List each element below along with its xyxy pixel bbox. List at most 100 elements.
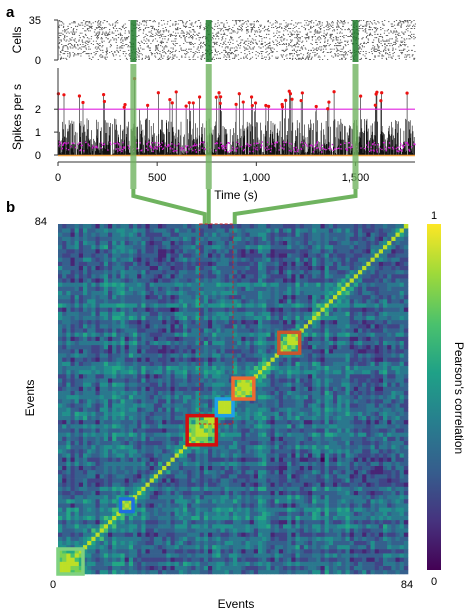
matrix-cell: [212, 357, 217, 362]
matrix-cell: [170, 536, 175, 541]
matrix-cell: [66, 278, 71, 283]
matrix-cell: [99, 278, 105, 283]
matrix-cell: [320, 449, 325, 454]
matrix-cell: [137, 315, 142, 321]
matrix-cell: [62, 265, 67, 271]
matrix-cell: [199, 540, 205, 546]
matrix-cell: [141, 357, 146, 362]
matrix-cell: [308, 515, 313, 521]
matrix-cell: [128, 403, 134, 408]
matrix-cell: [74, 544, 80, 550]
matrix-cell: [78, 528, 84, 533]
matrix-cell: [195, 449, 200, 454]
matrix-cell: [287, 565, 292, 571]
matrix-cell: [99, 261, 105, 266]
matrix-cell: [295, 549, 300, 554]
matrix-cell: [158, 440, 163, 446]
matrix-cell: [78, 519, 84, 525]
matrix-cell: [328, 507, 334, 512]
matrix-cell: [366, 511, 371, 516]
matrix-cell: [91, 319, 96, 325]
matrix-cell: [124, 353, 130, 358]
matrix-cell: [320, 419, 325, 425]
matrix-cell: [274, 453, 280, 458]
matrix-cell: [95, 474, 100, 479]
matrix-cell: [74, 486, 80, 491]
matrix-cell: [87, 482, 92, 487]
matrix-cell: [58, 311, 63, 316]
matrix-cell: [128, 344, 134, 350]
matrix-cell: [283, 524, 288, 529]
matrix-cell: [124, 499, 130, 504]
matrix-cell: [162, 257, 167, 262]
matrix-cell: [274, 419, 280, 425]
matrix-cell: [299, 461, 305, 466]
matrix-cell: [324, 499, 330, 504]
matrix-cell: [170, 265, 175, 271]
matrix-cell: [174, 386, 180, 391]
matrix-cell: [166, 532, 171, 537]
matrix-cell: [108, 544, 113, 550]
matrix-cell: [166, 228, 171, 233]
matrix-cell: [370, 444, 375, 450]
matrix-cell: [158, 449, 163, 454]
matrix-cell: [341, 503, 346, 508]
matrix-cell: [208, 544, 213, 550]
matrix-cell: [120, 353, 125, 358]
matrix-cell: [153, 332, 159, 337]
matrix-cell: [158, 265, 163, 271]
matrix-cell: [99, 499, 105, 504]
matrix-cell: [145, 486, 150, 491]
time-xtick-label: 500: [148, 172, 166, 184]
matrix-cell: [170, 365, 175, 371]
rate-peak: [168, 98, 172, 102]
matrix-cell: [99, 494, 105, 500]
matrix-cell: [316, 494, 321, 500]
matrix-cell: [195, 415, 200, 421]
matrix-cell: [233, 557, 238, 562]
matrix-cell: [87, 561, 92, 566]
matrix-cell: [153, 482, 159, 487]
matrix-cell: [83, 290, 88, 296]
matrix-cell: [87, 290, 92, 296]
matrix-cell: [345, 457, 350, 462]
matrix-cell: [183, 424, 188, 429]
matrix-cell: [128, 511, 134, 516]
matrix-cell: [391, 553, 396, 558]
matrix-cell: [212, 511, 217, 516]
matrix-cell: [141, 244, 146, 250]
matrix-cell: [95, 261, 100, 266]
matrix-cell: [133, 344, 138, 350]
matrix-cell: [120, 244, 125, 250]
matrix-cell: [141, 382, 146, 387]
matrix-cell: [124, 494, 130, 500]
matrix-cell: [187, 482, 192, 487]
matrix-cell: [295, 532, 300, 537]
matrix-cell: [212, 519, 217, 525]
matrix-cell: [103, 511, 109, 516]
matrix-cell: [99, 311, 105, 316]
matrix-cell: [183, 290, 188, 296]
matrix-cell: [274, 478, 280, 483]
matrix-cell: [116, 503, 121, 508]
matrix-cell: [137, 528, 142, 533]
matrix-cell: [199, 249, 205, 254]
matrix-cell: [383, 453, 388, 458]
matrix-cell: [191, 532, 196, 537]
matrix-cell: [128, 557, 134, 562]
matrix-cell: [112, 499, 117, 504]
matrix-cell: [195, 253, 200, 258]
matrix-cell: [253, 482, 259, 487]
matrix-cell: [199, 436, 205, 441]
matrix-cell: [99, 286, 105, 291]
matrix-cell: [128, 499, 134, 504]
matrix-cell: [183, 461, 188, 466]
matrix-cell: [387, 428, 392, 433]
matrix-cell: [299, 494, 305, 500]
matrix-cell: [178, 290, 184, 296]
matrix-cell: [153, 390, 159, 396]
matrix-cell: [124, 444, 130, 450]
matrix-cell: [241, 465, 246, 471]
matrix-cell: [278, 499, 284, 504]
matrix-cell: [191, 365, 196, 371]
